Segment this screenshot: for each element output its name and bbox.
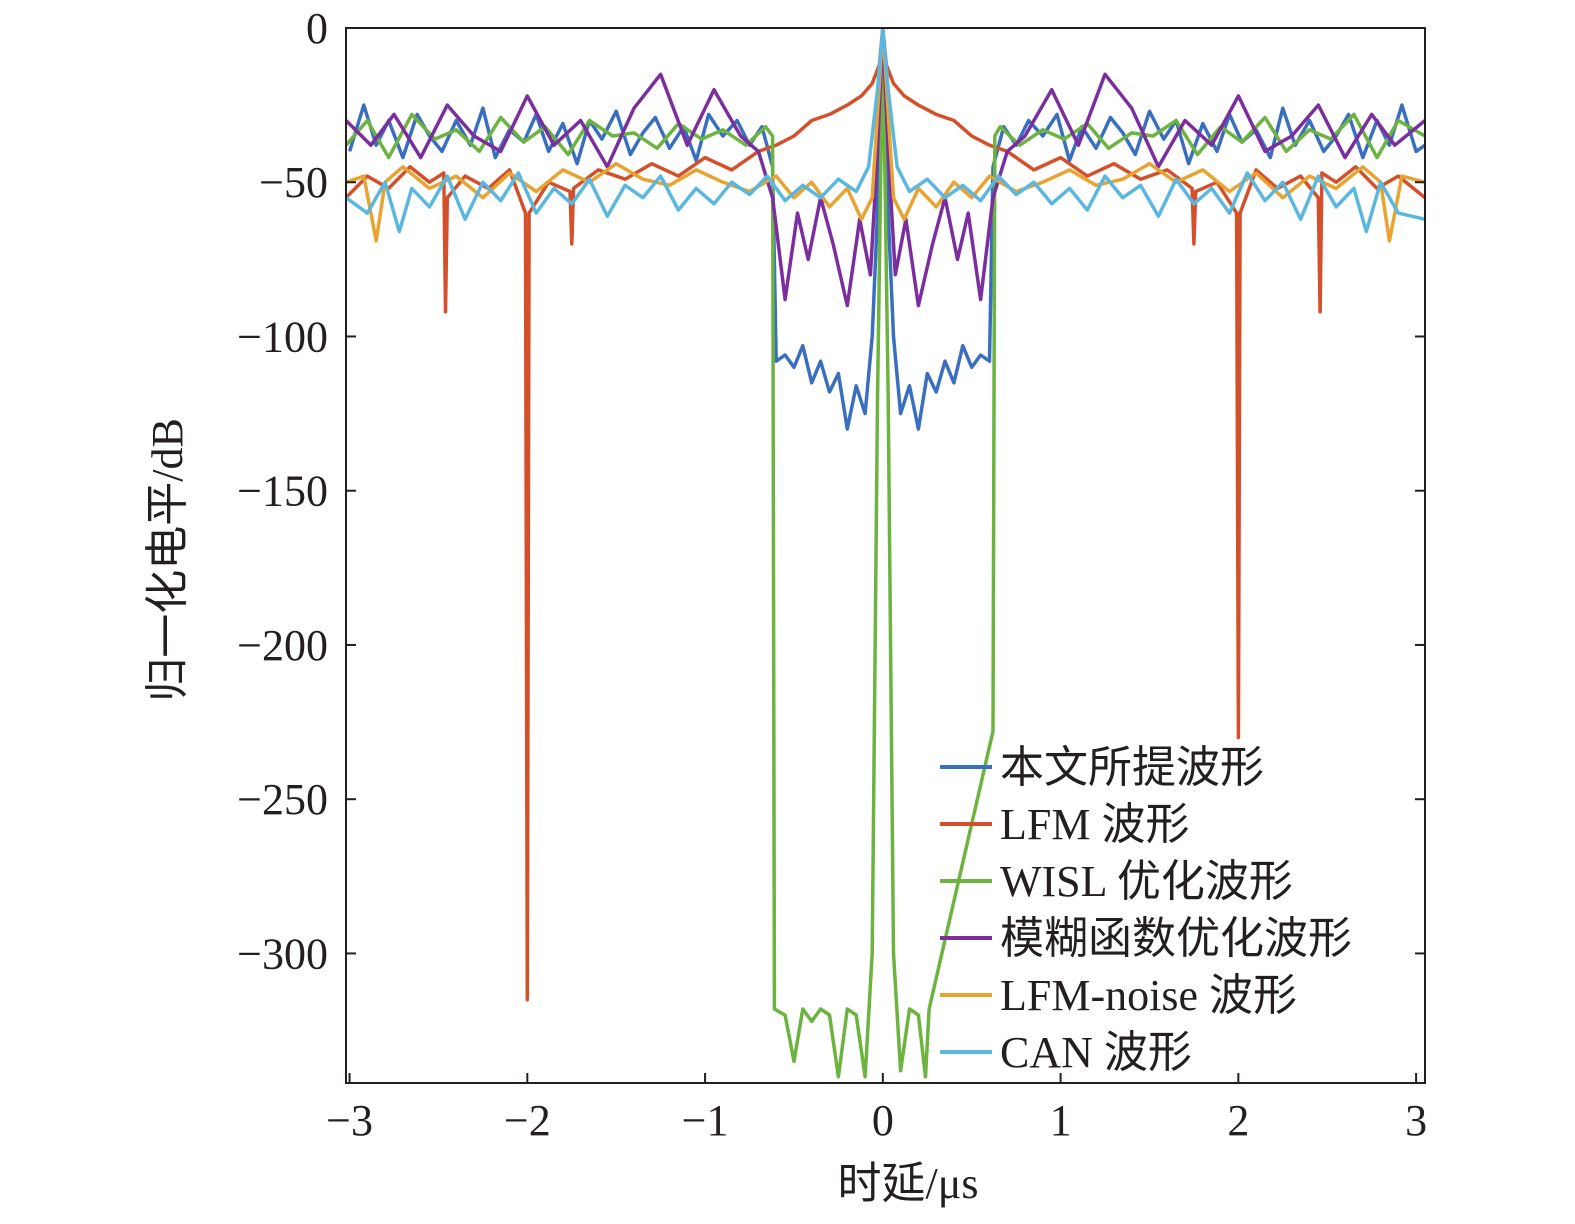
y-axis-title: 归一化电平/dB — [143, 418, 192, 702]
y-tick-label: −50 — [259, 158, 328, 207]
x-axis: −3 −2 −1 0 1 2 3 — [326, 1073, 1427, 1145]
legend-label: LFM 波形 — [1000, 800, 1189, 849]
legend-label: LFM-noise 波形 — [1000, 971, 1297, 1020]
series-line — [346, 28, 1425, 243]
y-tick-label: −200 — [237, 621, 328, 670]
x-tick-label: 1 — [1050, 1096, 1072, 1145]
series-line — [346, 28, 1425, 1002]
y-tick-label: 0 — [306, 4, 328, 53]
y-tick-label: −300 — [237, 929, 328, 978]
series-line — [346, 28, 1425, 234]
x-tick-label: 3 — [1405, 1096, 1427, 1145]
x-tick-label: 2 — [1227, 1096, 1249, 1145]
x-tick-label: −3 — [326, 1096, 373, 1145]
series-line — [346, 28, 1425, 1079]
legend-label: WISL 优化波形 — [1000, 857, 1293, 906]
y-tick-label: −100 — [237, 312, 328, 361]
legend-label: 模糊函数优化波形 — [1000, 914, 1352, 963]
x-tick-label: 0 — [872, 1096, 894, 1145]
plot-frame — [345, 27, 1426, 1084]
legend-label: 本文所提波形 — [1000, 743, 1264, 792]
y-axis: 0 −50 −100 −150 −200 −250 −300 — [237, 4, 1425, 978]
series-line — [346, 28, 1425, 308]
plot-lines — [346, 28, 1425, 1079]
x-tick-label: −2 — [504, 1096, 551, 1145]
y-tick-label: −250 — [237, 775, 328, 824]
x-axis-title: 时延/μs — [838, 1159, 979, 1208]
x-tick-label: −1 — [682, 1096, 729, 1145]
y-tick-label: −150 — [237, 467, 328, 516]
legend-label: CAN 波形 — [1000, 1028, 1192, 1077]
